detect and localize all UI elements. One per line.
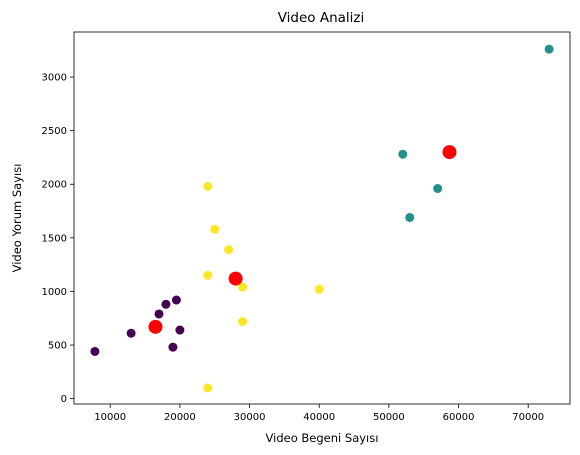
data-point — [154, 309, 164, 319]
x-tick-label: 10000 — [94, 412, 126, 423]
data-point — [398, 149, 408, 159]
y-tick-label: 1500 — [42, 233, 67, 244]
centroid-points — [148, 145, 457, 334]
y-axis: 0 500 1000 1500 2000 2500 3000 — [42, 73, 74, 405]
data-point — [168, 342, 178, 352]
plot-area — [73, 31, 571, 405]
data-point — [210, 224, 220, 234]
data-point — [224, 245, 234, 255]
centroid-point — [442, 145, 457, 160]
data-point — [90, 346, 100, 356]
y-tick-label: 0 — [61, 394, 67, 405]
x-tick-label: 30000 — [234, 412, 266, 423]
centroid-point — [148, 319, 163, 334]
x-tick-label: 60000 — [443, 412, 475, 423]
data-point — [238, 316, 248, 326]
data-point — [203, 270, 213, 280]
data-point — [203, 181, 213, 191]
data-point — [175, 325, 185, 335]
data-point — [314, 284, 324, 294]
data-points — [90, 44, 554, 393]
data-point — [544, 44, 554, 54]
y-axis-label: Video Yorum Sayısı — [10, 164, 24, 273]
data-point — [203, 383, 213, 393]
y-tick-label: 2000 — [42, 180, 67, 191]
data-point — [126, 328, 136, 338]
data-point — [433, 184, 443, 194]
data-point — [161, 299, 171, 309]
x-tick-label: 40000 — [303, 412, 335, 423]
centroid-point — [228, 271, 243, 286]
x-tick-label: 70000 — [512, 412, 544, 423]
x-axis: 10000 20000 30000 40000 50000 60000 70000 — [94, 404, 544, 423]
y-tick-label: 2500 — [42, 126, 67, 137]
y-tick-label: 500 — [48, 341, 67, 352]
x-tick-label: 50000 — [373, 412, 405, 423]
y-tick-label: 1000 — [42, 287, 67, 298]
data-point — [238, 282, 248, 292]
data-point — [405, 212, 415, 222]
y-tick-label: 3000 — [42, 73, 67, 84]
chart-title: Video Analizi — [278, 10, 365, 26]
x-axis-label: Video Begeni Sayısı — [266, 431, 379, 445]
x-tick-label: 20000 — [164, 412, 196, 423]
data-point — [171, 295, 181, 305]
